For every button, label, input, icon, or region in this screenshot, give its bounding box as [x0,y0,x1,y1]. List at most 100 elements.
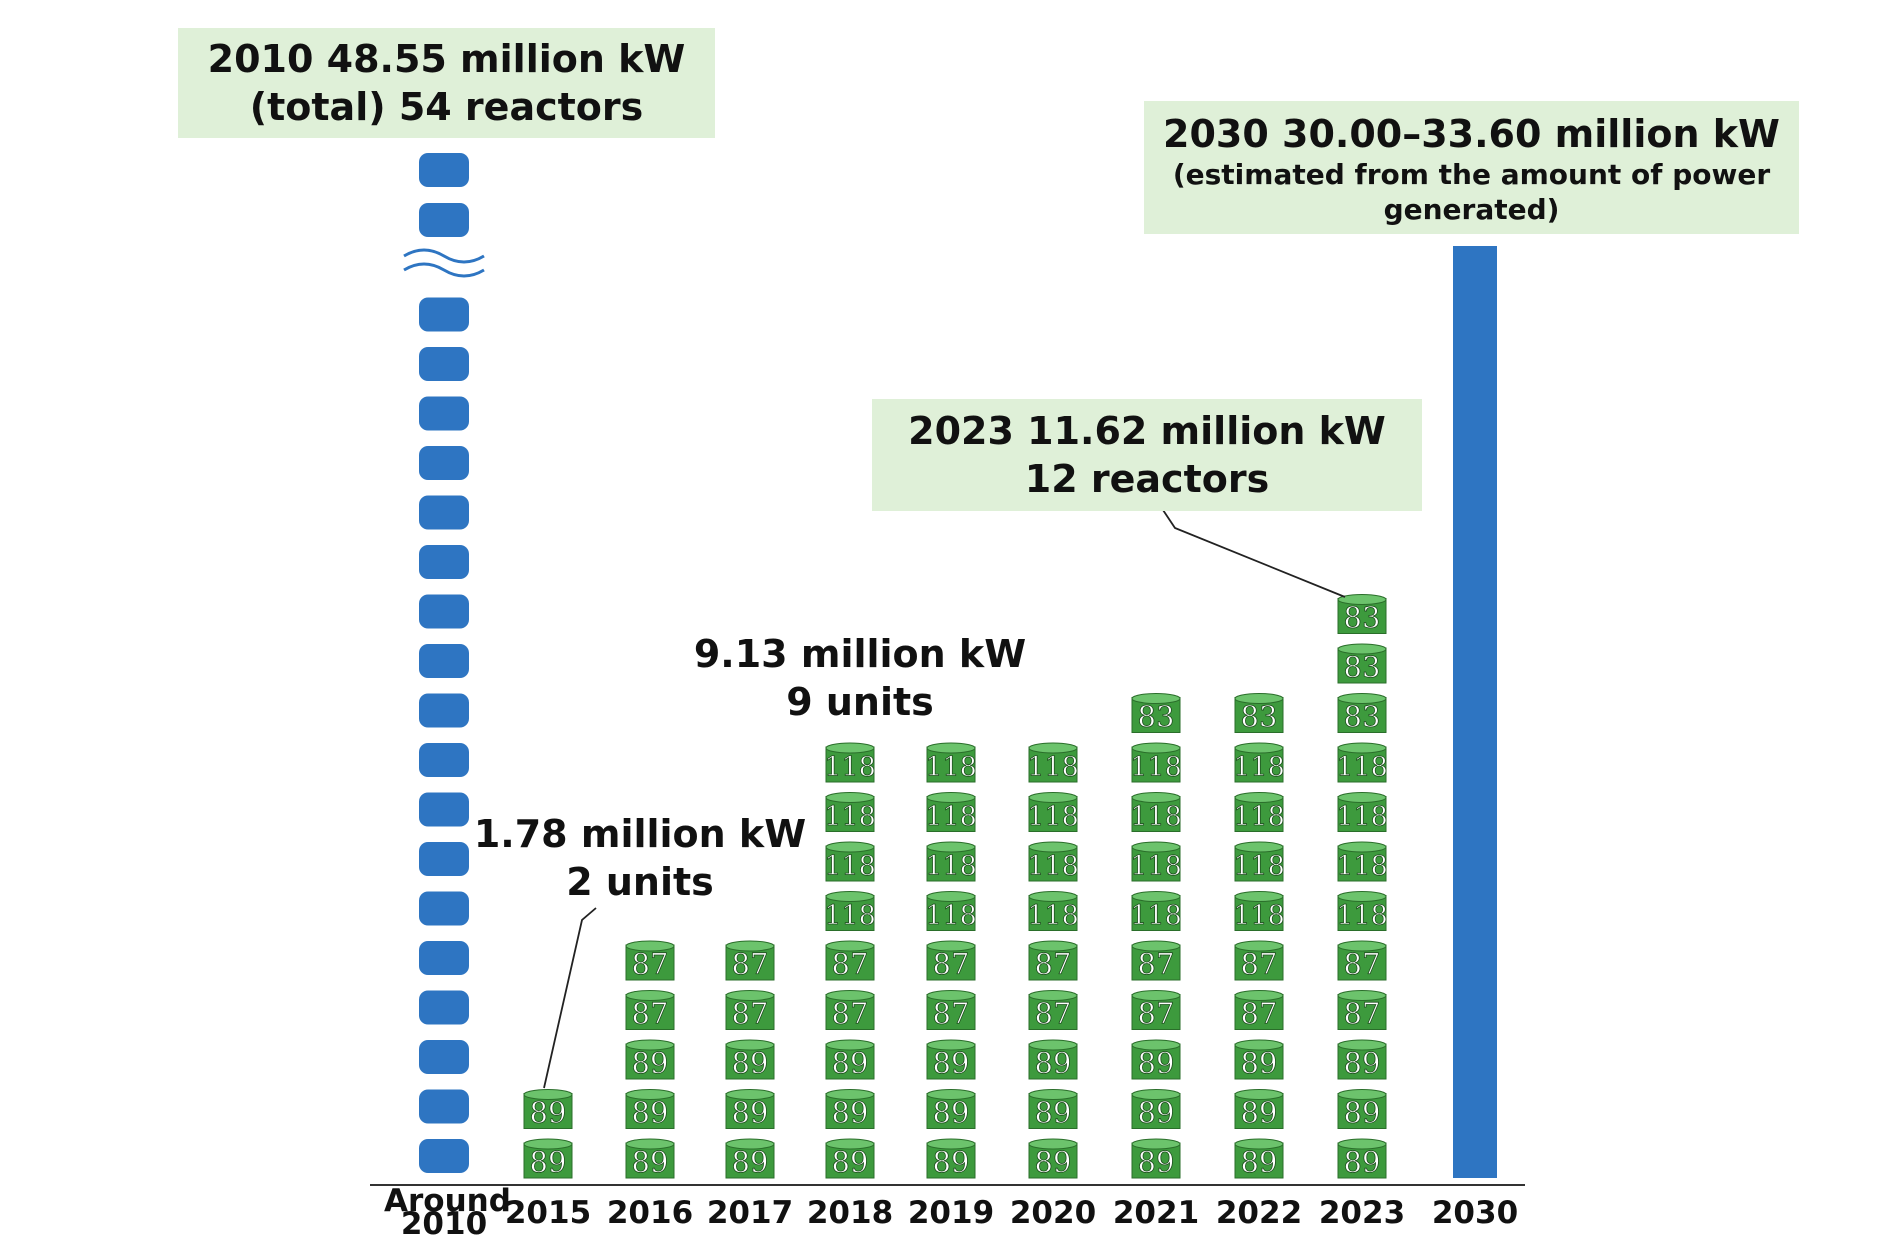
reactor-unit: 89 [725,1089,775,1130]
reactor-top [1131,1138,1181,1150]
reactor-top [725,940,775,952]
reactor-unit: 118 [1027,891,1079,932]
reactor-label: 118 [1233,851,1285,882]
reactor-unit: 89 [1131,1039,1181,1080]
reactor-unit: 87 [825,990,875,1031]
leader-lines [543,509,1346,1089]
label-2015-line1: 1.78 million kW [473,812,807,856]
x-tick-label: 2021 [1096,1195,1216,1231]
reactor-unit: 83 [1337,693,1387,734]
reactor-label: 89 [1241,1145,1278,1179]
callout-2010: 2010 48.55 million kW (total) 54 reactor… [178,28,715,138]
callout-2030: 2030 30.00–33.60 million kW (estimated f… [1144,101,1799,234]
reactor-top [1337,1039,1387,1051]
reactor-top [625,940,675,952]
reactor-top [1337,1138,1387,1150]
reactor-unit: 118 [1336,792,1388,833]
callout-2030-line2: (estimated from the amount of power [1172,158,1771,191]
reactor-label: 89 [933,1046,970,1080]
reactor-top [1028,1138,1078,1150]
reactor-top [1028,990,1078,1001]
reactor-label: 118 [824,802,876,833]
reactor-2010-body [419,1089,469,1124]
x-tick-line: Around [384,1183,511,1219]
reactor-label: 89 [530,1145,567,1179]
reactor-label: 118 [1130,901,1182,932]
reactor-unit: 87 [725,990,775,1031]
reactor-unit: 118 [824,742,876,783]
reactor-body [1028,796,1078,832]
reactor-2010-body [419,644,469,678]
reactor-top [1131,693,1181,704]
reactor-label: 89 [732,1046,769,1080]
reactor-top [825,1138,875,1150]
label-2015: 1.78 million kW 2 units [470,810,810,906]
reactor-top [926,1039,976,1051]
reactor-unit: 118 [925,891,977,932]
reactor-label: 89 [1138,1145,1175,1179]
x-tick-line: 2020 [1009,1195,1097,1231]
reactor-top [1131,1089,1181,1100]
reactor-top [1028,742,1078,754]
reactor-label: 118 [824,851,876,882]
reactor-2010-body [419,153,469,187]
reactor-unit: 118 [1130,841,1182,882]
callout-2030-line3: generated) [1383,193,1560,226]
reactor-label: 89 [1344,1046,1381,1080]
reactor-top [1234,1089,1284,1100]
reactor-top [1131,990,1181,1001]
reactor-2010-unit [419,347,469,381]
reactor-label: 87 [832,947,869,981]
reactor-unit: 87 [725,940,775,981]
reactor-top [825,742,875,754]
reactor-2010-unit [419,842,469,876]
reactor-top [1234,792,1284,803]
reactor-2010-unit [419,792,469,827]
reactor-label: 118 [1027,851,1079,882]
reactor-unit: 89 [725,1039,775,1080]
reactor-unit: 118 [1027,792,1079,833]
reactor-label: 89 [933,1145,970,1179]
reactor-label: 87 [732,947,769,981]
reactor-unit: 87 [1131,990,1181,1031]
reactor-label: 89 [530,1096,567,1130]
reactor-label: 89 [1344,1145,1381,1179]
reactor-label: 87 [1344,947,1381,981]
reactor-label: 89 [1035,1096,1072,1130]
reactor-label: 89 [1241,1046,1278,1080]
reactor-label: 89 [1035,1145,1072,1179]
x-tick-line: 2017 [706,1195,794,1231]
reactor-top [1337,940,1387,952]
reactor-label: 83 [1241,700,1278,734]
reactor-top [1337,990,1387,1001]
reactor-unit: 118 [1336,742,1388,783]
reactor-top [1337,693,1387,704]
reactor-unit: 118 [1233,742,1285,783]
reactor-2010-body [419,693,469,728]
reactor-2010-body [419,891,469,926]
reactor-label: 118 [824,901,876,932]
reactor-top [825,1039,875,1051]
reactor-top [1131,742,1181,754]
reactor-2010-unit [419,1040,469,1074]
reactor-top [926,940,976,952]
label-2018: 9.13 million kW 9 units [680,630,1040,726]
x-tick-label: 2030 [1415,1195,1535,1231]
reactor-unit: 89 [725,1138,775,1179]
reactor-unit: 87 [1337,990,1387,1031]
callout-2030-line1: 2030 30.00–33.60 million kW [1163,112,1780,156]
x-tick-line: 2030 [1431,1195,1519,1231]
reactor-unit: 118 [925,792,977,833]
reactor-top [1234,891,1284,902]
reactor-unit: 87 [1028,940,1078,981]
reactor-unit: 89 [926,1138,976,1179]
reactor-label: 83 [1344,650,1381,684]
reactor-2010-body [419,203,469,237]
reactor-label: 118 [1233,752,1285,783]
callout-2023: 2023 11.62 million kW 12 reactors [872,399,1422,511]
reactor-unit: 83 [1131,693,1181,734]
reactor-top [1337,792,1387,803]
reactor-top [926,841,976,853]
reactor-unit: 89 [825,1039,875,1080]
reactor-top [625,1138,675,1150]
